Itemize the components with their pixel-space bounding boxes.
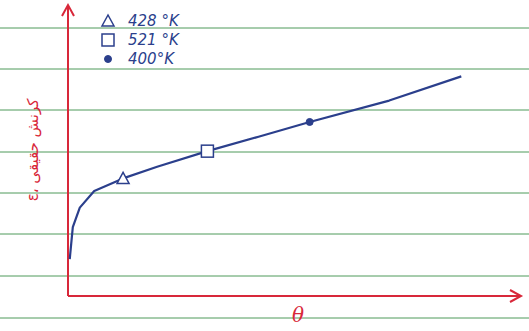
legend-entry: 428 °K xyxy=(102,12,180,30)
data-point xyxy=(306,118,313,125)
y-axis-arrow xyxy=(62,5,74,16)
legend-label: 521 °K xyxy=(128,31,180,49)
x-axis-arrow xyxy=(510,290,521,302)
plot-area xyxy=(70,76,462,259)
paper-rule xyxy=(0,69,529,70)
legend-label: 400°K xyxy=(128,50,175,68)
legend-label: 428 °K xyxy=(128,12,180,30)
paper-rule xyxy=(0,110,529,111)
paper-rule xyxy=(0,193,529,194)
paper-rule xyxy=(0,234,529,235)
x-axis-title: θ xyxy=(292,303,304,327)
y-axis-title: ε، کرنش حقیقی xyxy=(24,98,42,202)
data-point xyxy=(117,172,129,183)
y-axis xyxy=(67,6,69,296)
paper-rule xyxy=(0,276,529,277)
paper-rule xyxy=(0,28,529,29)
x-axis xyxy=(68,295,520,297)
paper-rule xyxy=(0,152,529,153)
legend-entry: 400°K xyxy=(105,50,176,68)
legend-marker xyxy=(102,34,114,46)
curve xyxy=(70,76,462,259)
legend-entry: 521 °K xyxy=(102,31,180,49)
legend-marker xyxy=(105,56,112,63)
data-point xyxy=(201,145,213,157)
paper-rule xyxy=(0,318,529,319)
legend-marker xyxy=(102,15,114,26)
chart: θ ε، کرنش حقیقی 428 °K521 °K400°K xyxy=(0,0,529,331)
